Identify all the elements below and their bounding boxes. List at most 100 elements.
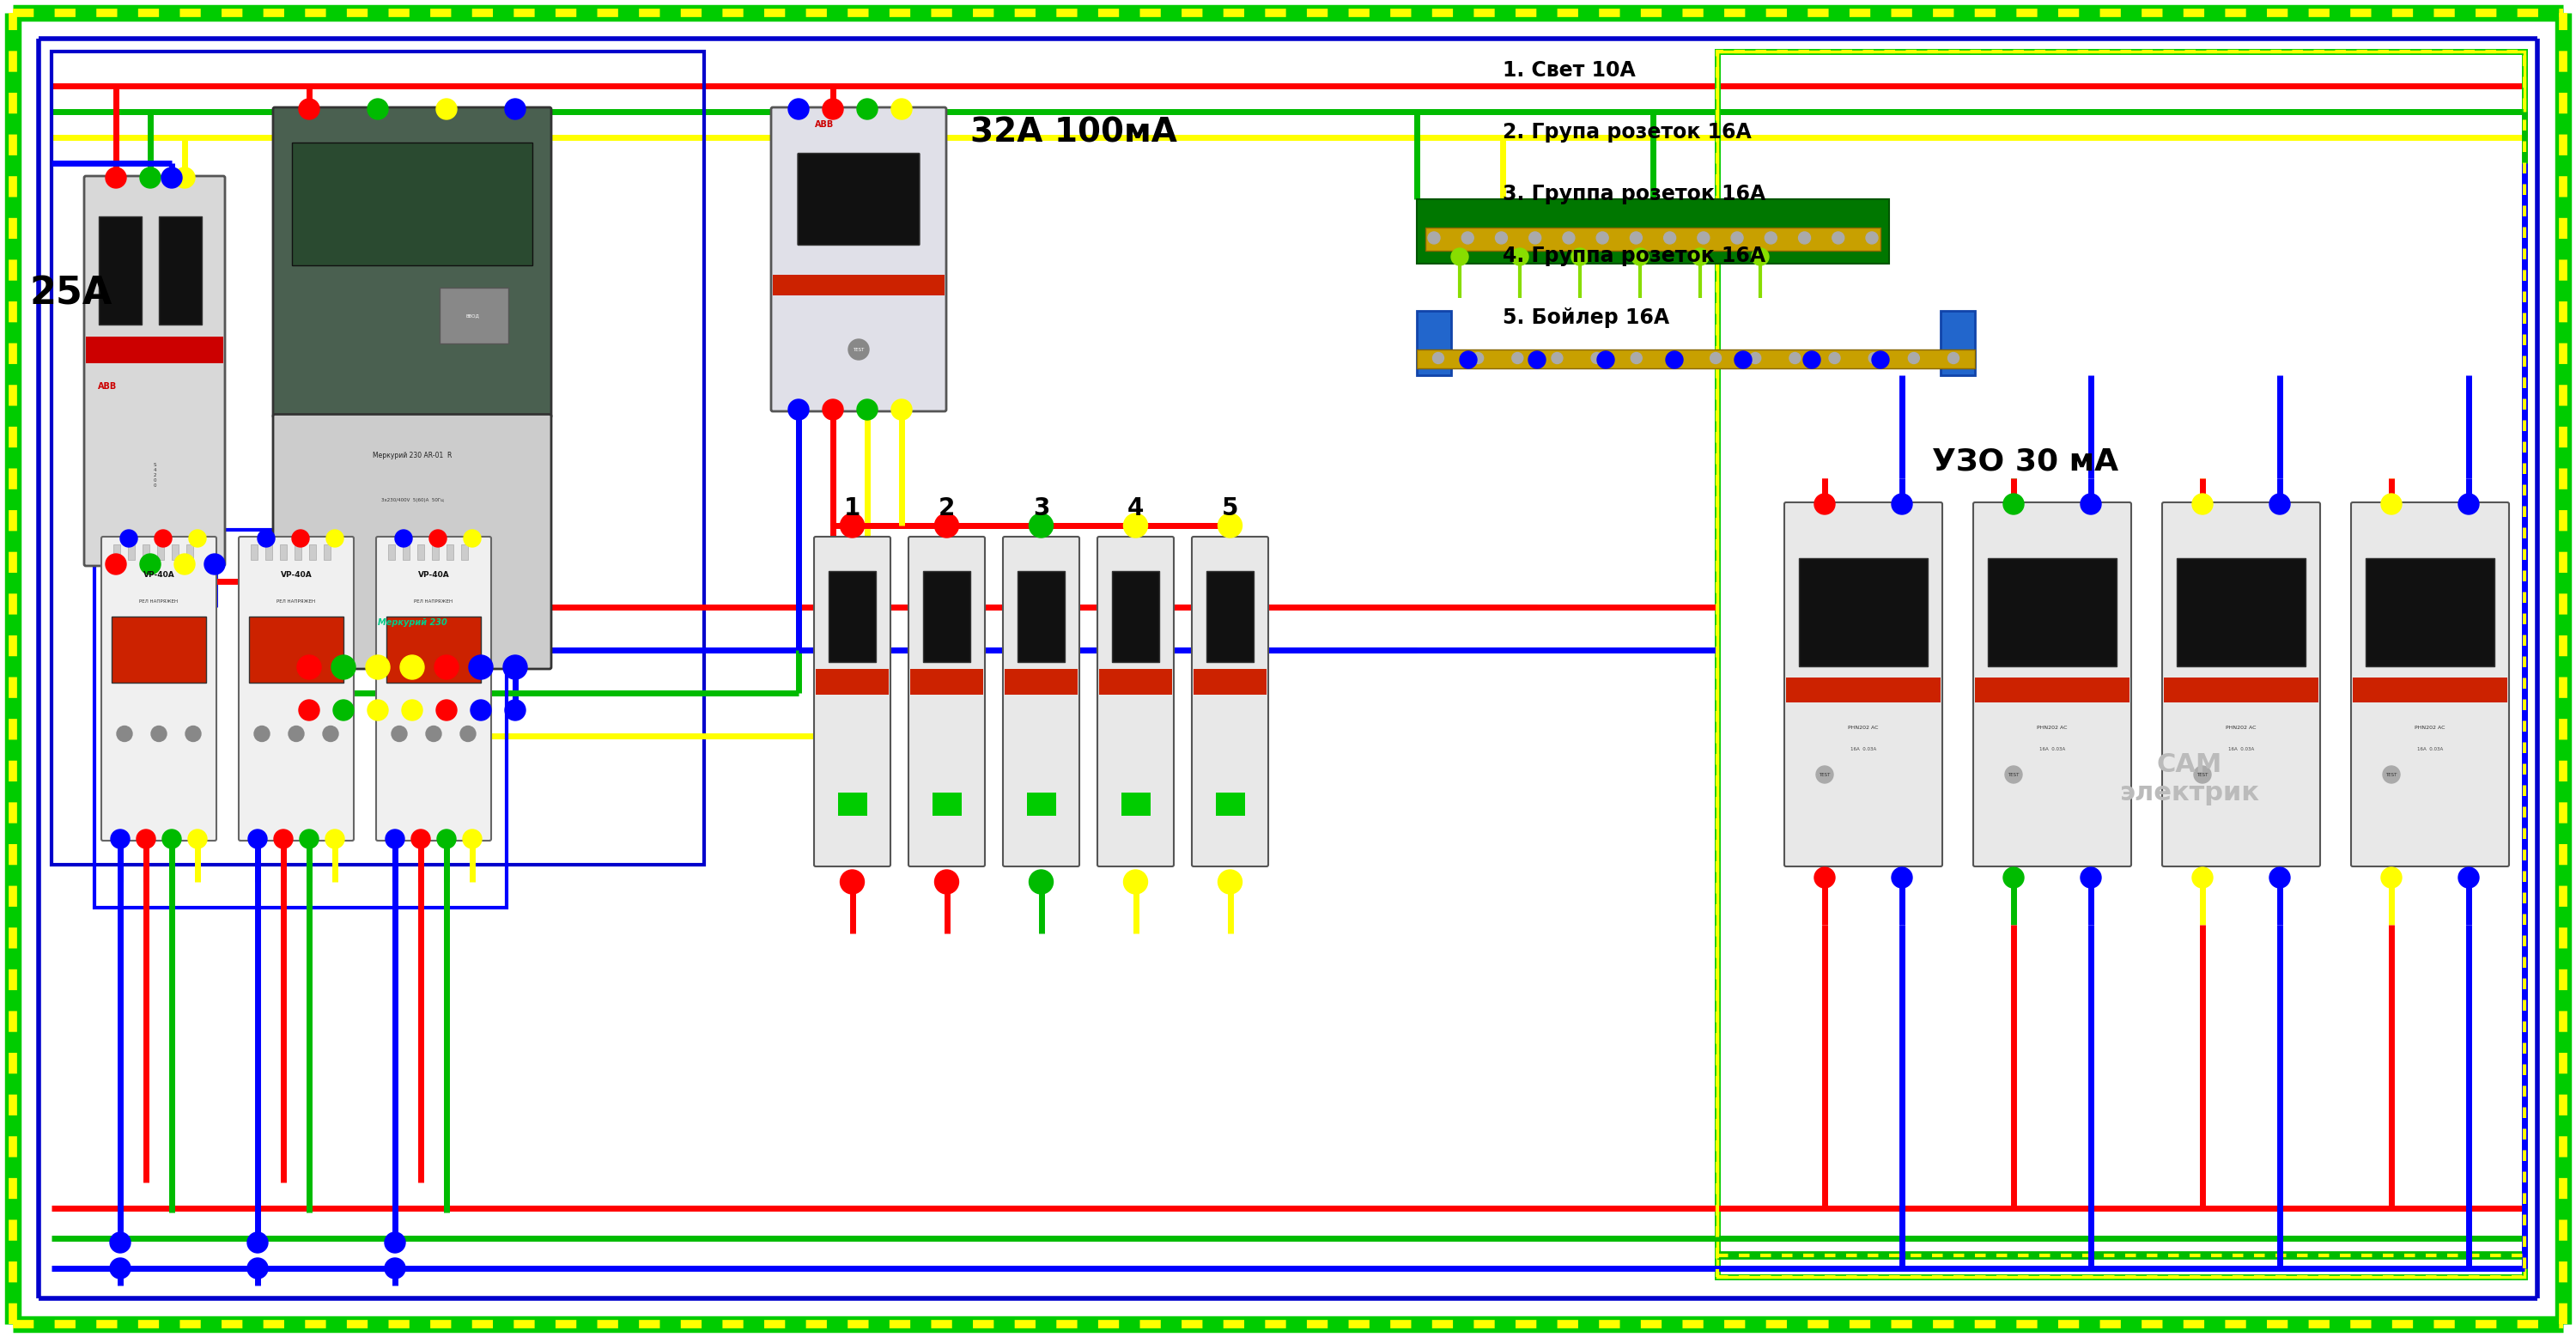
Text: VP-40A: VP-40A: [417, 571, 448, 579]
Circle shape: [1028, 513, 1054, 537]
Text: 3. Группа розеток 16А: 3. Группа розеток 16А: [1502, 183, 1765, 205]
Circle shape: [1473, 353, 1484, 364]
Circle shape: [461, 726, 477, 742]
Circle shape: [1461, 231, 1473, 243]
FancyBboxPatch shape: [1097, 536, 1175, 866]
Text: TEST: TEST: [1819, 773, 1832, 777]
Circle shape: [2192, 493, 2213, 515]
Text: 16A  0.03A: 16A 0.03A: [1850, 747, 1875, 751]
Bar: [265, 544, 273, 559]
Circle shape: [392, 726, 407, 742]
Circle shape: [1494, 231, 1507, 243]
Circle shape: [384, 1258, 404, 1278]
Circle shape: [435, 655, 459, 679]
Bar: [461, 544, 469, 559]
Circle shape: [137, 829, 155, 849]
Circle shape: [162, 829, 180, 849]
Circle shape: [1765, 231, 1777, 243]
Circle shape: [1528, 352, 1546, 369]
Circle shape: [822, 99, 842, 119]
Circle shape: [402, 699, 422, 721]
Circle shape: [412, 829, 430, 849]
Circle shape: [1123, 513, 1149, 537]
Circle shape: [1749, 353, 1762, 364]
Bar: [160, 217, 201, 325]
Text: УЗО 30 мА: УЗО 30 мА: [1932, 447, 2117, 476]
Bar: [1206, 571, 1255, 662]
Circle shape: [1218, 870, 1242, 894]
Bar: [1718, 52, 2524, 1277]
Circle shape: [111, 1233, 131, 1253]
Bar: [829, 571, 876, 662]
Circle shape: [289, 726, 304, 742]
Text: PHN202 AC: PHN202 AC: [2414, 726, 2445, 730]
Circle shape: [188, 529, 206, 547]
Circle shape: [1530, 231, 1540, 243]
Bar: [386, 616, 482, 683]
Circle shape: [139, 167, 160, 189]
Circle shape: [891, 400, 912, 420]
Circle shape: [204, 554, 224, 575]
Circle shape: [471, 699, 492, 721]
Text: 5: 5: [1221, 496, 1239, 520]
Circle shape: [368, 699, 389, 721]
Text: S
4
2
0
0: S 4 2 0 0: [152, 463, 157, 488]
Circle shape: [175, 554, 196, 575]
Bar: [1417, 349, 1976, 369]
Text: 3: 3: [1033, 496, 1048, 520]
Circle shape: [1597, 231, 1607, 243]
Circle shape: [1427, 231, 1440, 243]
Text: PHN202 AC: PHN202 AC: [1847, 726, 1878, 730]
Circle shape: [1664, 231, 1677, 243]
Bar: [1216, 793, 1244, 816]
Text: 32А 100мА: 32А 100мА: [971, 116, 1177, 150]
Bar: [433, 544, 438, 559]
Circle shape: [848, 340, 868, 360]
Circle shape: [435, 699, 456, 721]
Text: 4: 4: [1128, 496, 1144, 520]
Bar: [1018, 571, 1064, 662]
Circle shape: [1814, 868, 1834, 888]
Circle shape: [325, 829, 345, 849]
Bar: [1005, 668, 1077, 695]
Circle shape: [505, 699, 526, 721]
Text: ABB: ABB: [814, 120, 835, 128]
Text: 16A  0.03A: 16A 0.03A: [2228, 747, 2254, 751]
Bar: [1417, 310, 1450, 376]
Circle shape: [1551, 353, 1564, 364]
Bar: [446, 544, 453, 559]
Text: 16A  0.03A: 16A 0.03A: [2040, 747, 2066, 751]
Text: САМ
электрик: САМ электрик: [2120, 751, 2259, 806]
Circle shape: [1692, 249, 1708, 265]
Circle shape: [935, 513, 958, 537]
Circle shape: [291, 529, 309, 547]
Circle shape: [2269, 868, 2290, 888]
Text: РЕЛ НАПРЯЖЕН: РЕЛ НАПРЯЖЕН: [276, 599, 317, 604]
Circle shape: [1790, 353, 1801, 364]
Bar: [157, 544, 165, 559]
Circle shape: [858, 400, 878, 420]
Circle shape: [116, 726, 131, 742]
Bar: [440, 287, 507, 344]
Circle shape: [502, 655, 528, 679]
Circle shape: [106, 554, 126, 575]
Circle shape: [247, 829, 268, 849]
Circle shape: [438, 829, 456, 849]
Text: ВВОД: ВВОД: [466, 313, 479, 318]
Circle shape: [121, 529, 137, 547]
Circle shape: [2380, 493, 2401, 515]
Circle shape: [255, 726, 270, 742]
FancyBboxPatch shape: [1785, 503, 1942, 866]
FancyBboxPatch shape: [2161, 503, 2321, 866]
Circle shape: [1592, 353, 1602, 364]
Circle shape: [1669, 353, 1682, 364]
Circle shape: [840, 513, 866, 537]
Circle shape: [435, 99, 456, 119]
Text: TEST: TEST: [2197, 773, 2208, 777]
FancyBboxPatch shape: [100, 536, 216, 841]
Bar: [773, 274, 945, 295]
Circle shape: [1631, 231, 1641, 243]
Circle shape: [1512, 249, 1528, 265]
Circle shape: [299, 699, 319, 721]
Circle shape: [2192, 868, 2213, 888]
